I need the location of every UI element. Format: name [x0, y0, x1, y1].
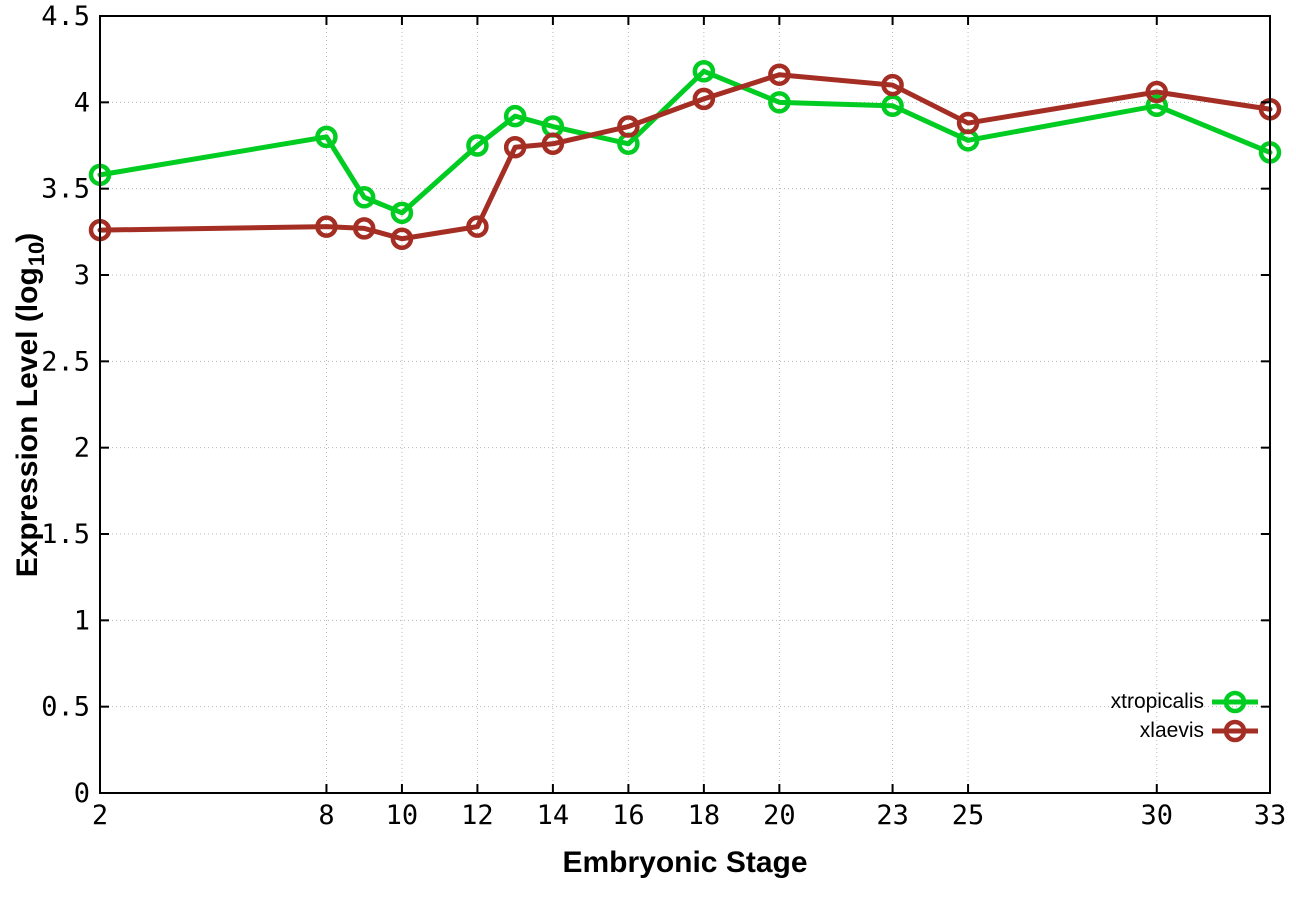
legend-label-xlaevis: xlaevis	[1139, 718, 1204, 742]
y-tick-label-1.5: 1.5	[41, 519, 90, 550]
x-tick-label-23: 23	[876, 800, 909, 831]
x-tick-label-30: 30	[1141, 800, 1174, 831]
legend-label-xtropicalis: xtropicalis	[1110, 689, 1204, 713]
y-tick-label-4: 4	[74, 87, 90, 118]
data-point-xlaevis-stage-10	[390, 227, 414, 250]
legend-item-xtropicalis: xtropicalis	[1111, 687, 1258, 716]
data-point-xlaevis-stage-30	[1145, 80, 1169, 104]
data-point-xlaevis-stage-18	[692, 87, 716, 111]
data-point-xtropicalis-stage-13	[503, 104, 527, 128]
y-tick-label-2: 2	[74, 433, 90, 464]
data-point-xtropicalis-stage-20	[768, 91, 791, 114]
legend-marker-xtropicalis-icon	[1212, 690, 1258, 713]
y-tick-label-2.5: 2.5	[41, 346, 90, 377]
x-tick-label-16: 16	[612, 800, 645, 831]
x-tick-label-14: 14	[537, 800, 570, 831]
data-point-xlaevis-stage-9	[352, 217, 376, 240]
y-tick-label-4.5: 4.5	[41, 1, 90, 32]
y-axis-title-main: Expression Level (log	[11, 267, 44, 578]
data-point-xtropicalis-stage-23	[881, 94, 904, 118]
y-tick-label-1: 1	[74, 605, 90, 636]
data-point-xtropicalis-stage-30	[1145, 94, 1169, 118]
plot-border	[99, 15, 1271, 794]
x-tick-label-8: 8	[318, 800, 334, 831]
y-axis-title-subscript: 10	[24, 241, 49, 267]
legend-marker-xlaevis-icon	[1212, 719, 1258, 742]
y-axis-title: Expression Level (log10)	[11, 155, 49, 655]
data-point-xlaevis-stage-13	[503, 135, 527, 159]
y-tick-label-0: 0	[74, 778, 90, 809]
data-point-xtropicalis-stage-12	[466, 134, 489, 157]
legend: xtropicalis xlaevis	[1111, 687, 1258, 745]
x-tick-label-33: 33	[1254, 800, 1287, 831]
x-axis-title: Embryonic Stage	[562, 846, 808, 879]
data-point-xtropicalis-stage-18	[692, 60, 716, 83]
legend-item-xlaevis: xlaevis	[1111, 716, 1258, 745]
x-tick-label-12: 12	[461, 800, 494, 831]
data-point-xlaevis-stage-14	[541, 132, 565, 156]
data-point-xlaevis-stage-20	[768, 63, 791, 86]
x-tick-label-25: 25	[952, 800, 985, 831]
data-point-xtropicalis-stage-9	[352, 186, 376, 209]
x-tick-label-20: 20	[763, 800, 796, 831]
data-point-xlaevis-stage-23	[881, 73, 904, 97]
y-tick-label-3.5: 3.5	[41, 174, 90, 205]
data-point-xlaevis-stage-8	[315, 215, 338, 238]
x-tick-label-10: 10	[386, 800, 419, 831]
data-point-xlaevis-stage-25	[956, 111, 980, 135]
data-point-xtropicalis-stage-10	[390, 201, 414, 225]
data-point-xlaevis-stage-12	[466, 215, 489, 238]
data-point-xtropicalis-stage-8	[315, 125, 338, 149]
series-line-xtropicalis	[97, 68, 1273, 216]
series-line-xlaevis	[97, 72, 1273, 242]
x-tick-label-2: 2	[92, 800, 108, 831]
y-tick-label-3: 3	[74, 260, 90, 291]
data-point-xlaevis-stage-16	[617, 115, 640, 138]
y-tick-label-0.5: 0.5	[41, 692, 90, 723]
x-tick-label-18: 18	[688, 800, 721, 831]
